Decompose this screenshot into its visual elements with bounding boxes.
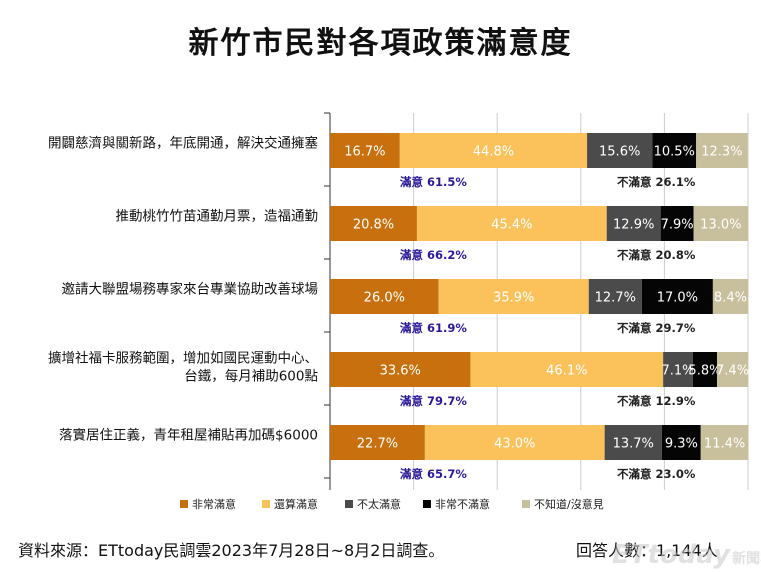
bar-segment <box>693 206 748 241</box>
bar-segment <box>663 352 693 387</box>
category-label: 推動桃竹竹苗通勤月票，造福通勤 <box>116 209 319 225</box>
legend: 非常滿意 還算滿意 不太滿意 非常不滿意 不知道/沒意見 <box>180 497 604 511</box>
category-label-line: 台鐵，每月補助600點 <box>184 368 318 385</box>
data-label: 35.9% <box>493 291 534 306</box>
category-label: 擴增社福卡服務範圍，增加如國民運動中心、台鐵，每月補助600點 <box>48 350 318 385</box>
data-label: 10.5% <box>654 145 695 160</box>
data-label: 20.8% <box>353 218 394 233</box>
data-label: 13.0% <box>700 218 741 233</box>
data-label: 13.7% <box>613 437 654 452</box>
legend-label: 不知道/沒意見 <box>534 497 604 511</box>
category-labels: 開闢慈濟與關新路，年底開通，解決交通擁塞推動桃竹竹苗通勤月票，造福通勤邀請大聯盟… <box>48 135 318 444</box>
satisfied-total: 滿意 79.7% <box>400 394 467 408</box>
watermark-logo: ETtoday新聞雲 <box>612 540 761 570</box>
legend-swatch <box>522 500 530 508</box>
legend-label: 還算滿意 <box>274 497 318 511</box>
data-label: 12.9% <box>613 218 654 233</box>
bar-segment <box>588 279 642 314</box>
bar-segment <box>399 133 588 168</box>
unsatisfied-total: 不滿意 23.0% <box>617 467 696 481</box>
bar-segment <box>696 133 748 168</box>
unsatisfied-total: 不滿意 12.9% <box>617 394 696 408</box>
respondent-count: 回答人數：1,144人 <box>576 541 718 560</box>
data-label: 7.4% <box>716 364 749 379</box>
bar-segment <box>470 352 664 387</box>
legend-label: 非常不滿意 <box>435 497 490 511</box>
bar-segment <box>330 425 425 460</box>
bar-segment <box>604 425 662 460</box>
satisfied-total: 滿意 66.2% <box>400 248 467 262</box>
bar-segment <box>606 206 661 241</box>
bar-segment <box>660 206 694 241</box>
category-label-line: 開闢慈濟與關新路，年底開通，解決交通擁塞 <box>48 135 318 152</box>
watermark-brand: ETtoday <box>612 540 731 570</box>
data-label: 16.7% <box>344 145 385 160</box>
bar-segment <box>330 206 417 241</box>
category-label-line: 落實居住正義，青年租屋補貼再加碼$6000 <box>59 427 318 444</box>
data-label: 17.0% <box>657 291 698 306</box>
category-label: 邀請大聯盟場務專家來台專業協助改善球場 <box>62 281 319 298</box>
bar-segment <box>692 352 718 387</box>
category-label: 落實居住正義，青年租屋補貼再加碼$6000 <box>59 427 318 444</box>
bar-segment <box>661 425 701 460</box>
unsatisfied-total: 不滿意 26.1% <box>617 175 696 189</box>
satisfied-total: 滿意 61.5% <box>400 175 467 189</box>
data-label: 46.1% <box>546 364 587 379</box>
satisfied-total: 滿意 65.7% <box>400 467 467 481</box>
bar-segment <box>712 279 748 314</box>
legend-swatch <box>180 500 188 508</box>
legend-swatch <box>262 500 270 508</box>
unsatisfied-total: 不滿意 29.7% <box>617 321 696 335</box>
watermark-sub: 新聞雲 <box>732 551 761 567</box>
bar-segment <box>330 279 439 314</box>
source-note: 資料來源：ETtoday民調雲2023年7月28日~8月2日調查。 <box>18 541 445 560</box>
bars: 16.7% 44.8% 15.6% 10.5% 12.3% 20.8% 45.4% 12.9%… <box>330 133 749 460</box>
legend-label: 非常滿意 <box>192 497 236 511</box>
bar-segment <box>641 279 713 314</box>
category-label-line: 推動桃竹竹苗通勤月票，造福通勤 <box>116 209 319 225</box>
data-label: 22.7% <box>357 437 398 452</box>
bar-segment <box>652 133 697 168</box>
data-label: 11.4% <box>704 437 745 452</box>
data-label: 33.6% <box>380 364 421 379</box>
y-axis <box>324 112 331 490</box>
summary-labels: 滿意 61.5% 不滿意 26.1% 滿意 66.2% 不滿意 20.8% 滿意 61.… <box>400 175 696 481</box>
data-label: 7.1% <box>661 364 694 379</box>
data-label: 5.8% <box>688 364 721 379</box>
data-label: 45.4% <box>491 218 532 233</box>
bar-segment <box>717 352 748 387</box>
legend-label: 不太滿意 <box>357 497 401 511</box>
category-label: 開闢慈濟與關新路，年底開通，解決交通擁塞 <box>48 135 318 152</box>
data-label: 44.8% <box>473 145 514 160</box>
data-label: 26.0% <box>364 291 405 306</box>
data-label: 43.0% <box>494 437 535 452</box>
data-label: 15.6% <box>599 145 640 160</box>
legend-swatch <box>345 500 353 508</box>
data-label: 12.7% <box>595 291 636 306</box>
chart-title: 新竹市民對各項政策滿意度 <box>188 26 573 61</box>
bar-segment <box>700 425 749 460</box>
bar-segment <box>424 425 605 460</box>
bar-segment <box>416 206 607 241</box>
bar-segment <box>587 133 653 168</box>
legend-swatch <box>423 500 431 508</box>
category-label-line: 擴增社福卡服務範圍，增加如國民運動中心、 <box>48 350 318 367</box>
data-label: 7.9% <box>661 218 694 233</box>
data-label: 9.3% <box>665 437 698 452</box>
data-label: 8.4% <box>714 291 747 306</box>
unsatisfied-total: 不滿意 20.8% <box>617 248 696 262</box>
bar-segment <box>330 352 471 387</box>
satisfied-total: 滿意 61.9% <box>400 321 467 335</box>
bar-segment <box>438 279 589 314</box>
data-label: 12.3% <box>701 145 742 160</box>
category-label-line: 邀請大聯盟場務專家來台專業協助改善球場 <box>62 281 319 298</box>
bar-segment <box>330 133 400 168</box>
